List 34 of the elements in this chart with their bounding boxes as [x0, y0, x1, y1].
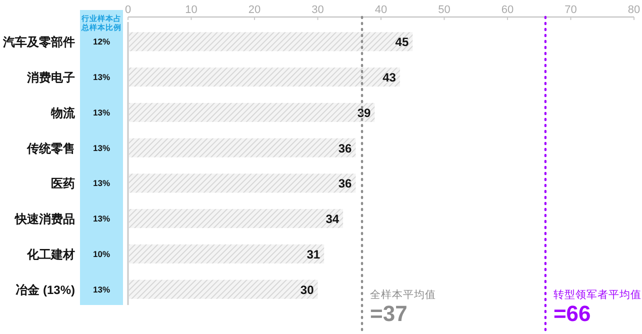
y-tick-label: 物流 [50, 106, 76, 120]
y-tick-label: 传统零售 [26, 141, 75, 156]
x-tick-label: 70 [564, 4, 577, 16]
text: 12% [92, 36, 110, 47]
data-label: 34 [326, 212, 340, 226]
x-tick-label: 40 [374, 4, 388, 16]
text: 13% [92, 284, 110, 294]
data-label: 36 [338, 141, 352, 156]
y-tick-label: 汽车及零部件 [2, 35, 75, 50]
text: 13% [92, 107, 110, 118]
x-tick-label: 60 [501, 4, 514, 16]
data-label: 31 [306, 247, 320, 262]
y-tick-label: 医药 [51, 176, 75, 191]
text: 13% [92, 142, 110, 153]
x-tick-label: 10 [185, 4, 198, 16]
data-label: 36 [338, 176, 352, 191]
text: 13% [92, 72, 110, 82]
ref-line-label: 全样本平均值 =37 [370, 288, 436, 326]
x-tick-label: 30 [312, 4, 324, 16]
x-tick-label: 80 [628, 4, 640, 16]
text: 10% [92, 248, 110, 259]
data-label: 30 [300, 282, 314, 297]
y-tick-label: 冶金 (13%) [16, 282, 76, 297]
y-tick-label: 快速消费品 [14, 212, 75, 226]
data-label: 43 [382, 70, 396, 85]
data-label: 45 [395, 35, 409, 50]
x-tick-label: 0 [124, 4, 132, 16]
y-tick-label: 消费电子 [26, 70, 75, 85]
x-tick-label: 20 [248, 4, 261, 16]
ref-line-label: 转型领军者平均值 =66 [553, 288, 642, 326]
y-tick-label: 化工建材 [26, 247, 75, 262]
text: 13% [92, 214, 110, 224]
text: 13% [92, 178, 110, 188]
x-tick-label: 50 [438, 4, 450, 16]
